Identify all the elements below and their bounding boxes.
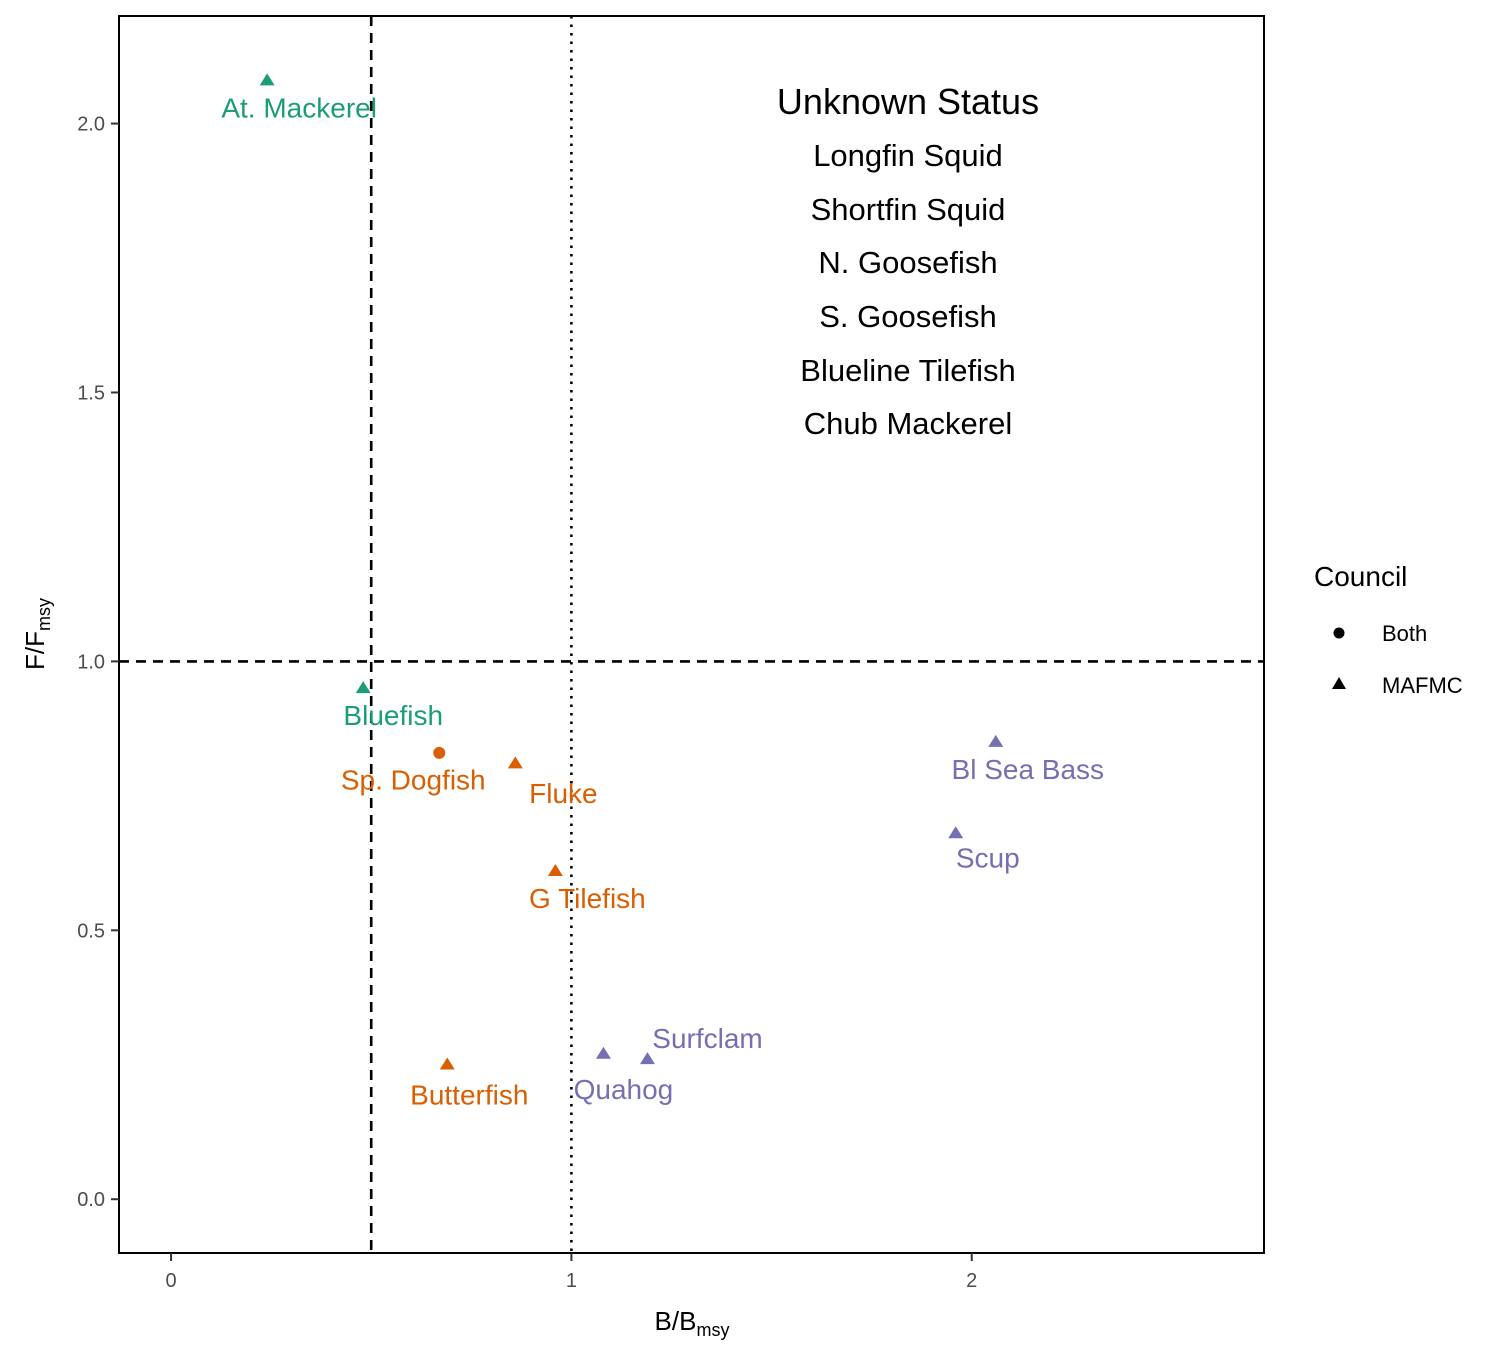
label-sp-dogfish: Sp. Dogfish	[341, 765, 486, 796]
y-tick-label: 1.5	[77, 382, 105, 404]
legend-key-triangle	[1332, 677, 1346, 689]
legend-label-both: Both	[1382, 621, 1427, 646]
unknown-status-item: N. Goosefish	[818, 245, 997, 280]
label-bl-sea-bass: Bl Sea Bass	[952, 754, 1105, 785]
point-surfclam	[639, 1052, 655, 1065]
point-at-mackerel	[259, 73, 275, 86]
y-axis: 0.0 0.5 1.0 1.5 2.0	[77, 114, 119, 1211]
point-sp-dogfish	[433, 746, 446, 759]
label-butterfish: Butterfish	[410, 1079, 528, 1110]
unknown-status-item: S. Goosefish	[819, 299, 996, 334]
label-quahog: Quahog	[574, 1074, 674, 1105]
legend-label-mafmc: MAFMC	[1382, 673, 1463, 698]
point-butterfish	[439, 1057, 455, 1070]
x-axis-title: B/Bmsy	[655, 1306, 730, 1340]
y-axis-title: F/Fmsy	[20, 598, 54, 670]
legend: Council Both MAFMC	[1314, 561, 1463, 698]
label-bluefish: Bluefish	[343, 700, 443, 731]
label-scup: Scup	[956, 843, 1020, 874]
point-bluefish	[355, 681, 371, 694]
data-points	[259, 73, 1004, 1070]
point-labels: At. Mackerel Bluefish Sp. Dogfish Fluke G Ti…	[221, 92, 1104, 1110]
point-bl-sea-bass	[988, 734, 1004, 747]
y-axis-title-subscript: msy	[34, 598, 54, 631]
y-tick-label: 0.5	[77, 920, 105, 942]
x-axis-title-subscript: msy	[696, 1320, 729, 1340]
point-fluke	[507, 756, 523, 769]
label-fluke: Fluke	[529, 778, 597, 809]
x-axis: 0 1 2	[165, 1253, 977, 1292]
unknown-status-item: Shortfin Squid	[811, 192, 1006, 227]
point-quahog	[595, 1046, 611, 1059]
point-g-tilefish	[547, 863, 563, 876]
x-tick-label: 1	[566, 1270, 577, 1292]
x-tick-label: 2	[966, 1270, 977, 1292]
unknown-status-item: Longfin Squid	[813, 138, 1003, 173]
y-tick-label: 0.0	[77, 1189, 105, 1211]
point-scup	[948, 826, 964, 839]
y-tick-label: 2.0	[77, 114, 105, 136]
y-tick-label: 1.0	[77, 651, 105, 673]
label-surfclam: Surfclam	[652, 1023, 762, 1054]
plot-panel-border	[118, 15, 1265, 1254]
label-at-mackerel: At. Mackerel	[221, 92, 377, 123]
legend-key-circle	[1333, 627, 1345, 639]
unknown-status-title: Unknown Status	[777, 81, 1039, 122]
reference-lines	[119, 16, 1264, 1253]
unknown-status-item: Chub Mackerel	[804, 406, 1012, 441]
unknown-status-annotation: Unknown Status Longfin Squid Shortfin Sq…	[777, 81, 1039, 441]
label-g-tilefish: G Tilefish	[529, 883, 646, 914]
legend-title: Council	[1314, 561, 1407, 592]
y-axis-title-main: F/F	[20, 631, 50, 670]
x-axis-title-main: B/B	[655, 1306, 697, 1336]
x-tick-label: 0	[165, 1270, 176, 1292]
unknown-status-item: Blueline Tilefish	[800, 353, 1015, 388]
